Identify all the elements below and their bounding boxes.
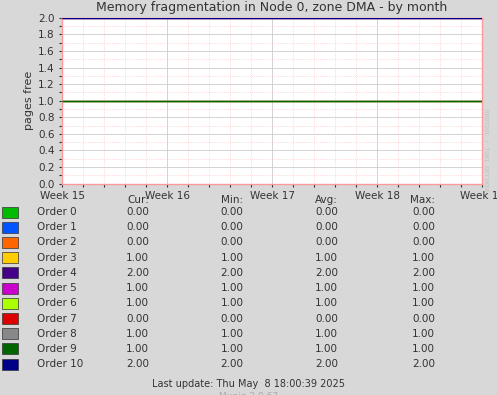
Text: 1.00: 1.00 — [412, 298, 435, 308]
Text: 1.00: 1.00 — [315, 329, 338, 339]
Text: 2.00: 2.00 — [221, 268, 244, 278]
Text: 2.00: 2.00 — [412, 268, 435, 278]
Text: 1.00: 1.00 — [412, 344, 435, 354]
Bar — [2, 237, 18, 248]
Text: 0.00: 0.00 — [412, 222, 435, 232]
Text: Munin 2.0.67: Munin 2.0.67 — [219, 392, 278, 395]
Text: 0.00: 0.00 — [412, 207, 435, 217]
Text: 1.00: 1.00 — [126, 253, 149, 263]
Text: 1.00: 1.00 — [412, 253, 435, 263]
Text: 1.00: 1.00 — [126, 329, 149, 339]
Bar — [2, 359, 18, 370]
Text: 1.00: 1.00 — [221, 344, 244, 354]
Text: Order 8: Order 8 — [37, 329, 77, 339]
Bar — [2, 313, 18, 324]
Text: 2.00: 2.00 — [412, 359, 435, 369]
Text: 0.00: 0.00 — [315, 314, 338, 324]
Bar — [2, 298, 18, 309]
Text: 2.00: 2.00 — [315, 359, 338, 369]
Text: 1.00: 1.00 — [315, 298, 338, 308]
Text: Order 3: Order 3 — [37, 253, 77, 263]
Text: Order 1: Order 1 — [37, 222, 77, 232]
Bar — [2, 252, 18, 263]
Text: Last update: Thu May  8 18:00:39 2025: Last update: Thu May 8 18:00:39 2025 — [152, 379, 345, 389]
Text: 1.00: 1.00 — [412, 283, 435, 293]
Text: 1.00: 1.00 — [315, 344, 338, 354]
Bar — [2, 282, 18, 293]
Bar — [2, 328, 18, 339]
Text: Order 0: Order 0 — [37, 207, 77, 217]
Text: 1.00: 1.00 — [221, 253, 244, 263]
Bar — [2, 344, 18, 354]
Text: 2.00: 2.00 — [126, 268, 149, 278]
Title: Memory fragmentation in Node 0, zone DMA - by month: Memory fragmentation in Node 0, zone DMA… — [96, 1, 448, 14]
Text: 0.00: 0.00 — [126, 207, 149, 217]
Text: 0.00: 0.00 — [221, 314, 244, 324]
Text: 0.00: 0.00 — [221, 207, 244, 217]
Text: Order 9: Order 9 — [37, 344, 77, 354]
Text: 1.00: 1.00 — [315, 283, 338, 293]
Bar — [2, 207, 18, 218]
Bar — [2, 267, 18, 278]
Text: Order 6: Order 6 — [37, 298, 77, 308]
Text: 0.00: 0.00 — [315, 237, 338, 247]
Text: 0.00: 0.00 — [126, 314, 149, 324]
Text: 0.00: 0.00 — [126, 222, 149, 232]
Text: RRDTOOL / TOBI OETIKER: RRDTOOL / TOBI OETIKER — [484, 109, 489, 191]
Text: 0.00: 0.00 — [221, 237, 244, 247]
Text: 1.00: 1.00 — [412, 329, 435, 339]
Text: 1.00: 1.00 — [221, 298, 244, 308]
Text: Order 5: Order 5 — [37, 283, 77, 293]
Y-axis label: pages free: pages free — [24, 71, 34, 130]
Text: Max:: Max: — [410, 195, 435, 205]
Text: Avg:: Avg: — [315, 195, 338, 205]
Text: Cur:: Cur: — [127, 195, 149, 205]
Text: 0.00: 0.00 — [221, 222, 244, 232]
Text: 0.00: 0.00 — [315, 222, 338, 232]
Text: 1.00: 1.00 — [126, 344, 149, 354]
Text: 0.00: 0.00 — [315, 207, 338, 217]
Text: 1.00: 1.00 — [221, 283, 244, 293]
Text: Order 2: Order 2 — [37, 237, 77, 247]
Text: 0.00: 0.00 — [412, 237, 435, 247]
Text: Order 7: Order 7 — [37, 314, 77, 324]
Text: 2.00: 2.00 — [126, 359, 149, 369]
Text: Min:: Min: — [221, 195, 244, 205]
Text: 1.00: 1.00 — [126, 283, 149, 293]
Text: 2.00: 2.00 — [315, 268, 338, 278]
Bar — [2, 222, 18, 233]
Text: Order 10: Order 10 — [37, 359, 83, 369]
Text: 0.00: 0.00 — [412, 314, 435, 324]
Text: 1.00: 1.00 — [126, 298, 149, 308]
Text: 2.00: 2.00 — [221, 359, 244, 369]
Text: 1.00: 1.00 — [221, 329, 244, 339]
Text: Order 4: Order 4 — [37, 268, 77, 278]
Text: 1.00: 1.00 — [315, 253, 338, 263]
Text: 0.00: 0.00 — [126, 237, 149, 247]
